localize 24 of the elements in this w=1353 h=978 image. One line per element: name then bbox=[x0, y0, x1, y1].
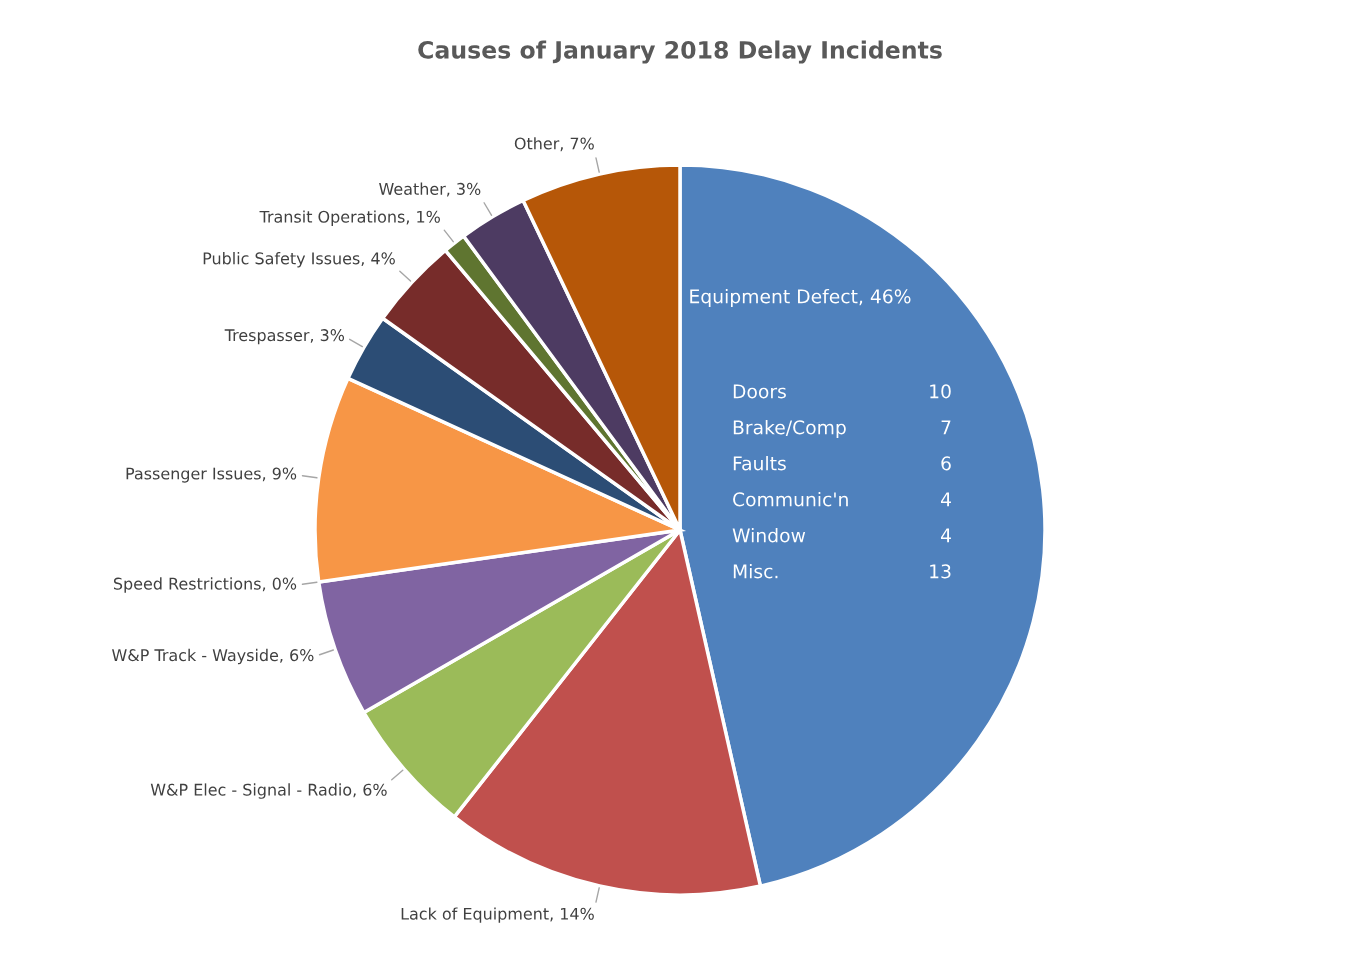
slice-label: W&P Track - Wayside, 6% bbox=[112, 648, 314, 665]
slice-label: W&P Elec - Signal - Radio, 6% bbox=[150, 783, 387, 799]
text: 13 bbox=[930, 564, 951, 579]
text: Brake/Comp bbox=[733, 419, 846, 439]
slice-label: Equipment Defect, 46% bbox=[690, 288, 911, 308]
slice-label: Lack of Equipment, 14% bbox=[401, 907, 594, 923]
slice-label: Passenger Issues, 9% bbox=[126, 467, 297, 483]
legend-label: Speed Restrictions, 0% bbox=[113, 577, 297, 593]
text: Doors bbox=[733, 384, 786, 399]
text: 4 bbox=[940, 528, 951, 543]
slice-label: Transit Operations, 1% bbox=[259, 210, 440, 226]
slice-label: Other, 7% bbox=[514, 137, 594, 152]
slice-label: Public Safety Issues, 4% bbox=[203, 252, 395, 268]
slice-label: Weather, 3% bbox=[379, 182, 481, 197]
text: Window bbox=[732, 527, 806, 543]
chart-title: Causes of January 2018 Delay Incidents bbox=[418, 40, 942, 64]
text: 7 bbox=[941, 420, 951, 435]
slice-label: Trespasser, 3% bbox=[224, 329, 345, 345]
text: Faults bbox=[733, 455, 786, 471]
text: Misc. bbox=[733, 563, 778, 579]
text: 10 bbox=[930, 384, 951, 399]
text: 4 bbox=[940, 492, 951, 507]
text: 6 bbox=[941, 456, 951, 471]
text: Communic'n bbox=[733, 491, 848, 507]
